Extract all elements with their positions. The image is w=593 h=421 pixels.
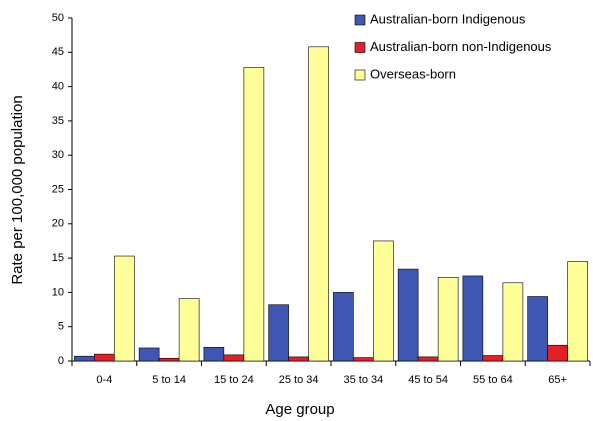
- y-tick-label: 40: [52, 81, 64, 93]
- bar: [243, 67, 265, 362]
- y-tick-label: 25: [52, 183, 64, 195]
- x-tick-label: 65+: [548, 374, 567, 386]
- bar: [462, 275, 484, 362]
- bar: [308, 46, 329, 362]
- bar: [333, 292, 354, 362]
- legend-text: Australian-born non-Indigenous: [370, 39, 552, 54]
- x-axis-title: Age group: [265, 401, 334, 418]
- bar: [547, 344, 568, 362]
- legend-swatch: [354, 14, 366, 26]
- bar: [353, 357, 374, 362]
- bar: [502, 282, 524, 362]
- legend-text: Overseas-born: [370, 66, 456, 81]
- x-tick-label: 45 to 54: [408, 374, 448, 386]
- legend-swatch: [354, 42, 366, 53]
- y-tick-label: 15: [52, 252, 64, 264]
- bar: [268, 304, 289, 362]
- y-tick-label: 50: [52, 12, 64, 24]
- bar: [397, 268, 419, 362]
- y-tick-label: 5: [58, 321, 64, 333]
- x-tick-label: 0-4: [96, 374, 112, 386]
- legend-text: Australian-born Indigenous: [370, 11, 526, 26]
- bar: [178, 298, 200, 362]
- bar: [138, 347, 160, 362]
- bar: [203, 346, 225, 362]
- bar: [417, 356, 439, 362]
- x-tick-label: 25 to 34: [279, 374, 319, 386]
- bar: [373, 240, 394, 362]
- y-axis-title: Rate per 100,000 population: [9, 95, 26, 284]
- legend-swatch: [354, 69, 366, 81]
- bar: [114, 255, 135, 362]
- x-tick-label: 55 to 64: [473, 374, 513, 386]
- bar: [437, 277, 459, 362]
- y-tick-label: 10: [52, 286, 64, 298]
- bar: [482, 355, 504, 362]
- y-tick-label: 45: [52, 46, 64, 58]
- bar: [74, 355, 95, 362]
- bar: [223, 354, 245, 362]
- x-tick-label: 35 to 34: [343, 374, 383, 386]
- y-tick-label: 0: [58, 355, 64, 367]
- bar: [158, 357, 180, 362]
- y-tick-label: 35: [52, 115, 64, 127]
- bar: [567, 261, 588, 362]
- y-tick-label: 20: [52, 218, 64, 230]
- bar: [288, 356, 309, 362]
- x-tick-label: 15 to 24: [214, 374, 254, 386]
- y-tick-label: 30: [52, 149, 64, 161]
- bar: [527, 296, 548, 362]
- bar: [94, 353, 115, 362]
- x-tick-label: 5 to 14: [152, 374, 186, 386]
